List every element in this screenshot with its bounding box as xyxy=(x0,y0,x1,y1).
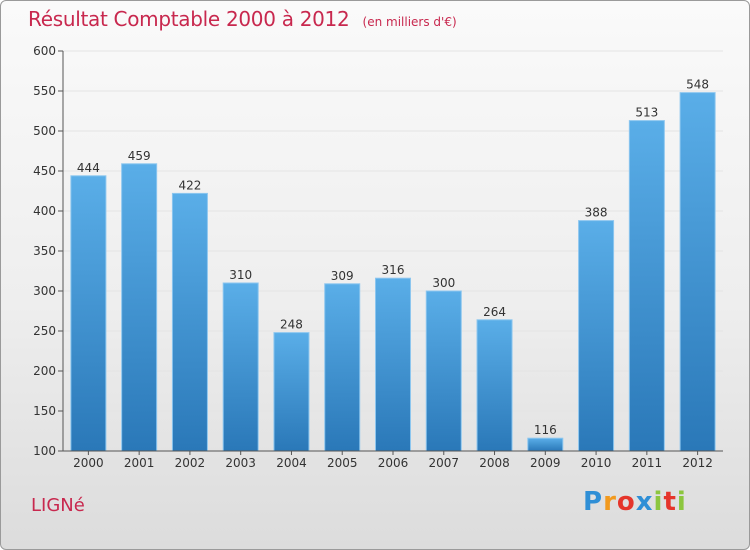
bar-2004 xyxy=(273,332,310,452)
bars xyxy=(70,92,716,452)
data-label-2007: 300 xyxy=(432,276,455,290)
x-tick-label: 2000 xyxy=(73,456,104,470)
x-tick-label: 2004 xyxy=(276,456,307,470)
x-tick-label: 2002 xyxy=(175,456,206,470)
commune-name: LIGNé xyxy=(31,495,85,516)
bar-2005 xyxy=(324,283,361,452)
logo-letter: t xyxy=(663,487,677,517)
data-label-2003: 310 xyxy=(229,268,252,282)
data-label-2002: 422 xyxy=(178,178,201,192)
y-tick-label: 350 xyxy=(33,244,56,258)
y-tick-label: 550 xyxy=(33,84,56,98)
data-label-2010: 388 xyxy=(585,206,608,220)
y-tick-label: 500 xyxy=(33,124,56,138)
y-tick-label: 400 xyxy=(33,204,56,218)
y-tick-label: 150 xyxy=(33,404,56,418)
x-tick-label: 2009 xyxy=(530,456,561,470)
bar-2010 xyxy=(578,220,615,452)
y-tick-label: 100 xyxy=(33,444,56,458)
bar-2008 xyxy=(476,319,513,452)
x-tick-label: 2007 xyxy=(428,456,459,470)
x-tick-label: 2008 xyxy=(479,456,510,470)
data-label-2005: 309 xyxy=(331,269,354,283)
data-label-2009: 116 xyxy=(534,423,557,437)
x-tick-label: 2005 xyxy=(327,456,358,470)
bar-2003 xyxy=(222,282,259,452)
bar-2000 xyxy=(70,175,107,452)
title-row: Résultat Comptable 2000 à 2012 (en milli… xyxy=(28,7,457,31)
logo-letter: i xyxy=(676,487,687,517)
data-label-2008: 264 xyxy=(483,305,506,319)
x-tick-label: 2003 xyxy=(225,456,256,470)
bar-2012 xyxy=(679,92,716,452)
logo-letter: r xyxy=(603,487,617,517)
data-label-2006: 316 xyxy=(382,263,405,277)
chart-unit: (en milliers d'€) xyxy=(362,15,457,29)
logo-letter: x xyxy=(635,487,654,517)
axes xyxy=(58,50,723,455)
data-label-2011: 513 xyxy=(635,106,658,120)
logo-letter: i xyxy=(653,487,664,517)
bar-2001 xyxy=(121,163,158,452)
data-label-2004: 248 xyxy=(280,318,303,332)
data-label-2001: 459 xyxy=(128,149,151,163)
x-tick-label: 2012 xyxy=(682,456,713,470)
x-tick-label: 2001 xyxy=(124,456,155,470)
x-tick-label: 2011 xyxy=(632,456,663,470)
proxiti-logo[interactable]: Proxiti xyxy=(583,487,687,517)
x-tick-label: 2010 xyxy=(581,456,612,470)
bar-2007 xyxy=(425,290,462,452)
y-tick-label: 300 xyxy=(33,284,56,298)
y-tick-label: 200 xyxy=(33,364,56,378)
x-tick-label: 2006 xyxy=(378,456,409,470)
bar-2011 xyxy=(628,120,665,452)
y-tick-label: 250 xyxy=(33,324,56,338)
bar-2009 xyxy=(527,437,564,452)
logo-letter: P xyxy=(583,487,604,517)
bar-2006 xyxy=(375,277,411,452)
logo-letter: o xyxy=(616,487,636,517)
data-label-2000: 444 xyxy=(77,161,100,175)
y-tick-label: 450 xyxy=(33,164,56,178)
y-tick-label: 600 xyxy=(33,44,56,58)
labels: 100 150 200 250 300 350 400 450 500 550 600 444 2000… xyxy=(33,44,713,470)
bar-2002 xyxy=(171,192,208,452)
chart-title: Résultat Comptable 2000 à 2012 xyxy=(28,7,350,31)
data-label-2012: 548 xyxy=(686,78,709,92)
